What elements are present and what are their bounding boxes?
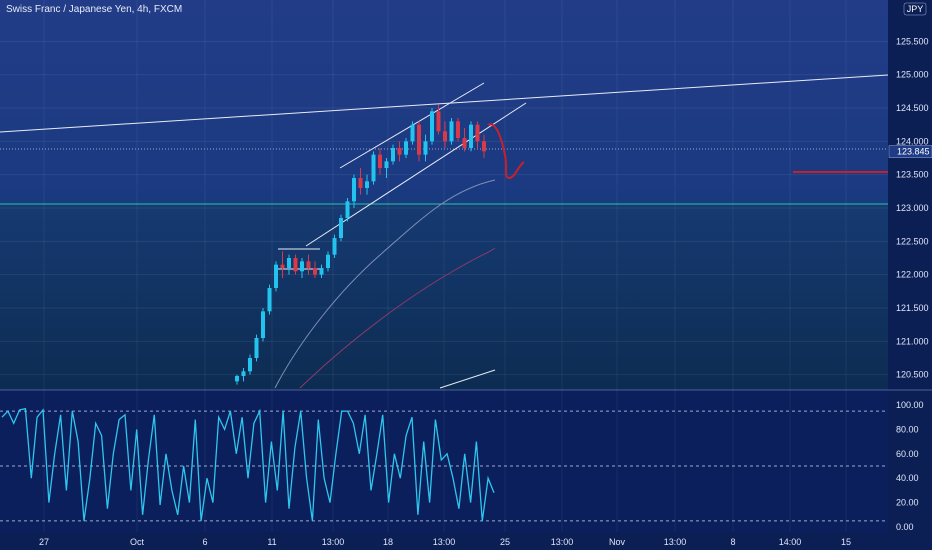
- price-tick-label: 122.000: [896, 270, 929, 280]
- price-tick-label: 123.000: [896, 203, 929, 213]
- stoch-tick-label: 80.00: [896, 424, 919, 434]
- candle-body[interactable]: [475, 124, 480, 142]
- price-tick-label: 124.500: [896, 103, 929, 113]
- price-tick-label: 122.500: [896, 236, 929, 246]
- stoch-tick-label: 60.00: [896, 449, 919, 459]
- candle-body[interactable]: [267, 288, 272, 312]
- candle-body[interactable]: [436, 111, 441, 132]
- price-tick-label: 121.000: [896, 336, 929, 346]
- last-price-badge: [888, 145, 932, 158]
- candle-body[interactable]: [456, 121, 460, 138]
- candle-body[interactable]: [397, 148, 402, 155]
- candlesticks[interactable]: [235, 104, 486, 385]
- candle-body[interactable]: [449, 121, 454, 142]
- candle-body[interactable]: [280, 264, 285, 268]
- candle-body[interactable]: [404, 141, 408, 155]
- candle-body[interactable]: [410, 124, 415, 142]
- price-tick-label: 123.500: [896, 170, 929, 180]
- candle-body[interactable]: [248, 358, 252, 372]
- moving-averages: [274, 179, 496, 389]
- price-tick-label: 125.500: [896, 36, 929, 46]
- candle-body[interactable]: [261, 311, 265, 338]
- time-tick-label: 25: [500, 537, 510, 547]
- candle-body[interactable]: [482, 141, 486, 152]
- candle-body[interactable]: [319, 268, 324, 275]
- stoch-tick-label: 20.00: [896, 498, 919, 508]
- price-tick-label: 121.500: [896, 303, 929, 313]
- time-tick-label: 6: [202, 537, 207, 547]
- candle-body[interactable]: [254, 338, 259, 358]
- candle-body[interactable]: [300, 261, 304, 272]
- currency-badge: [903, 2, 927, 16]
- candle-body[interactable]: [417, 124, 421, 155]
- candle-body[interactable]: [306, 261, 311, 268]
- price-tick-label: 120.500: [896, 370, 929, 380]
- candle-body[interactable]: [423, 141, 428, 155]
- time-tick-label: 27: [39, 537, 49, 547]
- time-tick-label: 13:00: [551, 537, 574, 547]
- candle-body[interactable]: [391, 148, 395, 162]
- time-tick-label: Oct: [130, 537, 145, 547]
- candle-body[interactable]: [384, 161, 389, 168]
- time-tick-label: 13:00: [433, 537, 456, 547]
- long-trendline[interactable]: [0, 74, 889, 133]
- time-axis-bg: [0, 532, 932, 550]
- candle-body[interactable]: [326, 254, 330, 268]
- stoch-tick-label: 100.00: [896, 400, 924, 410]
- ma-long-line: [439, 369, 496, 389]
- upper-zone: [0, 0, 888, 205]
- indicator-axis[interactable]: 100.00 80.00 60.00 40.00 20.00 0.00: [896, 400, 924, 532]
- candle-body[interactable]: [235, 376, 239, 382]
- time-tick-label: 11: [267, 537, 276, 547]
- time-tick-label: Nov: [609, 537, 626, 547]
- candle-body[interactable]: [332, 238, 337, 255]
- price-axis[interactable]: 125.500 125.000 124.500 124.000 123.500 123.0…: [896, 36, 929, 379]
- time-axis[interactable]: 27 Oct 6 11 13:00 18 13:00 25 13:00 Nov 13:00 8 14:0…: [39, 537, 851, 547]
- currency-badge-label: JPY: [907, 4, 924, 14]
- lower-zone: [0, 205, 888, 390]
- candle-body[interactable]: [287, 258, 291, 268]
- candle-body[interactable]: [345, 201, 350, 218]
- time-tick-label: 13:00: [664, 537, 687, 547]
- candle-body[interactable]: [358, 178, 363, 188]
- price-tick-label: 124.000: [896, 136, 929, 146]
- stoch-tick-label: 0.00: [896, 522, 914, 532]
- stochastic-indicator[interactable]: [1, 407, 495, 521]
- stoch-tick-label: 40.00: [896, 473, 919, 483]
- candle-body[interactable]: [241, 371, 246, 376]
- candle-body[interactable]: [339, 218, 343, 238]
- time-tick-label: 15: [841, 537, 851, 547]
- time-tick-label: 8: [730, 537, 735, 547]
- candle-body[interactable]: [352, 178, 356, 202]
- candle-body[interactable]: [293, 258, 298, 272]
- stoch-line[interactable]: [1, 407, 495, 521]
- candle-body[interactable]: [274, 264, 278, 288]
- time-tick-label: 13:00: [322, 537, 345, 547]
- candle-body[interactable]: [365, 181, 369, 188]
- axis-badges: 123.845 JPY: [888, 2, 932, 158]
- price-axis-bg: [888, 0, 932, 550]
- candle-body[interactable]: [430, 111, 434, 142]
- candle-body[interactable]: [443, 131, 447, 142]
- price-tick-label: 125.000: [896, 70, 929, 80]
- time-tick-label: 18: [383, 537, 393, 547]
- last-price-value: 123.845: [897, 147, 930, 157]
- candle-body[interactable]: [378, 154, 382, 168]
- chart-title: Swiss Franc / Japanese Yen, 4h, FXCM: [6, 4, 183, 15]
- ma-slow-line: [299, 247, 496, 389]
- candle-body[interactable]: [313, 268, 317, 275]
- time-tick-label: 14:00: [779, 537, 802, 547]
- projection-path[interactable]: [487, 123, 525, 180]
- candle-body[interactable]: [469, 124, 473, 148]
- candle-body[interactable]: [462, 138, 467, 148]
- ma-fast-line: [274, 179, 496, 389]
- candle-body[interactable]: [371, 154, 376, 182]
